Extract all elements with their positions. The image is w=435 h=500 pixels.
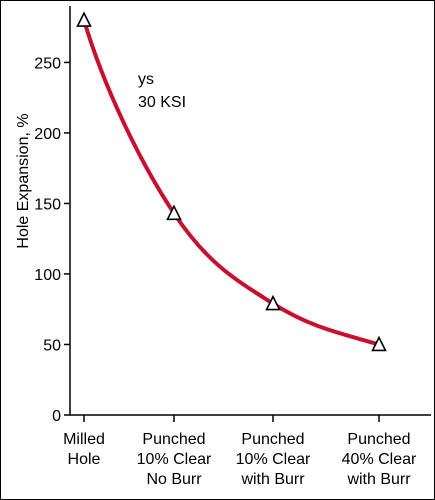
y-tick-label-150: 150 — [34, 196, 61, 213]
axes — [69, 6, 431, 416]
data-point-triangle-1 — [166, 204, 182, 221]
y-tick-label-100: 100 — [34, 267, 61, 284]
data-markers — [76, 11, 387, 352]
x-tick-label-0: Milled Hole — [63, 431, 105, 468]
series-curve — [82, 18, 381, 347]
data-point-triangle-2 — [265, 294, 281, 311]
y-tick-label-200: 200 — [34, 126, 61, 143]
annotation-30ksi: 30 KSI — [138, 94, 186, 111]
y-ticks: 0 50 100 150 200 250 — [34, 55, 70, 425]
x-tick-label-3: Punched 40% Clear with Burr — [342, 431, 417, 488]
annotation-ys: ys — [138, 71, 154, 88]
y-tick-label-0: 0 — [52, 408, 61, 425]
x-tick-label-1: Punched 10% Clear No Burr — [137, 431, 212, 488]
y-axis-title: Hole Expansion, % — [15, 113, 32, 248]
y-tick-label-250: 250 — [34, 55, 61, 72]
data-point-triangle-0 — [76, 11, 92, 27]
y-tick-label-50: 50 — [43, 337, 61, 354]
data-point-triangle-3 — [371, 335, 387, 352]
x-ticks: Milled Hole Punched 10% Clear No Burr Punched… — [63, 415, 417, 488]
x-tick-label-2: Punched 10% Clear with Burr — [236, 431, 311, 488]
